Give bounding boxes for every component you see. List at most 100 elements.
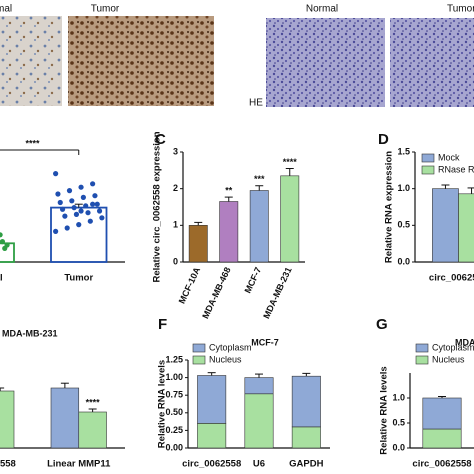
y-tick-label: 0.75 xyxy=(165,390,183,400)
y-tick-label: 1.0 xyxy=(392,392,405,402)
data-point xyxy=(53,171,59,177)
data-point xyxy=(64,225,70,231)
y-tick-label: 3 xyxy=(173,146,178,156)
y-tick-label: 0.25 xyxy=(165,425,183,435)
image-title: Tumor xyxy=(447,4,474,15)
bar xyxy=(50,206,108,263)
data-point xyxy=(69,198,75,204)
data-point xyxy=(59,206,66,212)
data-point xyxy=(90,181,96,187)
ihc-normal-image xyxy=(0,16,62,106)
bar xyxy=(50,387,80,449)
data-point xyxy=(94,201,100,207)
data-point xyxy=(4,242,10,248)
data-point xyxy=(90,201,96,207)
panel-label: F xyxy=(158,316,167,333)
legend-swatch xyxy=(421,153,435,163)
significance-label: **** xyxy=(86,397,101,407)
data-point xyxy=(53,228,59,234)
y-tick-label: 1.00 xyxy=(165,372,183,382)
bar xyxy=(249,190,269,263)
data-point xyxy=(57,199,63,206)
legend-swatch xyxy=(415,355,429,365)
bar xyxy=(458,193,474,263)
legend-label: RNase R xyxy=(438,164,474,174)
y-tick-label: 0.0 xyxy=(397,256,410,266)
data-point xyxy=(78,208,84,214)
legend-swatch xyxy=(421,165,435,175)
y-tick-label: 0.50 xyxy=(165,407,183,417)
bar-segment xyxy=(422,397,462,430)
x-tick-label: U6 xyxy=(253,459,265,470)
y-tick-label: 1 xyxy=(173,220,178,230)
y-axis-label: Relative RNA levels xyxy=(157,360,168,448)
ihc-tumor-image xyxy=(68,16,214,106)
data-point xyxy=(83,203,89,209)
data-point xyxy=(73,211,80,217)
bar xyxy=(78,411,107,449)
bar-segment xyxy=(244,377,274,395)
y-axis-label: Relative RNA expression xyxy=(384,151,395,263)
y-tick-label: 1.0 xyxy=(397,183,410,193)
x-tick-label: Normal xyxy=(0,273,3,284)
data-point xyxy=(55,191,61,197)
legend-label: Cytoplasm xyxy=(432,342,474,352)
x-tick-label: MDA-MB-468 xyxy=(200,266,233,321)
legend-swatch xyxy=(192,355,206,365)
legend-label: Cytoplasm xyxy=(209,342,252,352)
bar-segment xyxy=(197,423,227,449)
x-tick-label: circ_0062558 xyxy=(412,459,471,470)
data-point xyxy=(99,215,105,221)
bar xyxy=(219,201,239,263)
he-tumor-image xyxy=(390,18,474,107)
significance-label: **** xyxy=(283,157,298,167)
y-tick-label: 2 xyxy=(173,183,178,193)
y-axis-label: Relative RNA levels xyxy=(379,366,390,454)
legend-label: Nucleus xyxy=(432,354,465,364)
y-axis-label: Relative circ_0062558 expression xyxy=(152,131,163,282)
y-tick-label: 0.00 xyxy=(165,442,183,452)
chart-title: MDA-MB-231 xyxy=(2,328,58,338)
bar-segment xyxy=(291,426,321,449)
data-point xyxy=(0,239,6,245)
x-tick-label: MCF-10A xyxy=(177,265,203,305)
data-point xyxy=(0,232,3,238)
stain-label: HE xyxy=(249,98,263,109)
data-point xyxy=(87,218,93,224)
data-point xyxy=(78,184,84,190)
significance-label: *** xyxy=(254,174,265,184)
data-point xyxy=(85,210,91,216)
y-tick-label: 1.25 xyxy=(165,354,183,364)
data-point xyxy=(96,208,103,214)
bar xyxy=(280,175,300,263)
y-tick-label: 0.5 xyxy=(397,220,410,230)
data-point xyxy=(80,194,86,200)
significance-label: ** xyxy=(225,185,233,195)
data-point xyxy=(76,222,82,228)
panel-label: D xyxy=(378,131,389,148)
y-tick-label: 0.0 xyxy=(392,442,405,452)
x-tick-label: MCF-7 xyxy=(243,266,264,295)
data-point xyxy=(71,205,77,211)
panel-label: C xyxy=(155,131,166,148)
data-point xyxy=(66,188,73,194)
image-title: Normal xyxy=(306,4,338,15)
legend-label: Mock xyxy=(438,152,460,162)
bar xyxy=(0,242,15,263)
y-tick-label: 1.5 xyxy=(397,146,410,156)
data-point xyxy=(92,193,98,199)
legend-swatch xyxy=(192,343,206,353)
y-tick-label: 0.5 xyxy=(392,417,405,427)
chart-title: MCF-7 xyxy=(251,337,279,347)
x-tick-label: Tumor xyxy=(64,273,93,284)
x-tick-label: circ_0062558 xyxy=(429,273,474,284)
x-tick-label: circ_0062558 xyxy=(0,459,16,470)
y-tick-label: 0 xyxy=(173,256,178,266)
image-title: Tumor xyxy=(91,4,120,15)
panel-label: G xyxy=(376,316,388,333)
bar xyxy=(0,390,15,449)
x-tick-label: circ_0062558 xyxy=(182,459,241,470)
legend-swatch xyxy=(415,343,429,353)
bar xyxy=(432,188,459,263)
